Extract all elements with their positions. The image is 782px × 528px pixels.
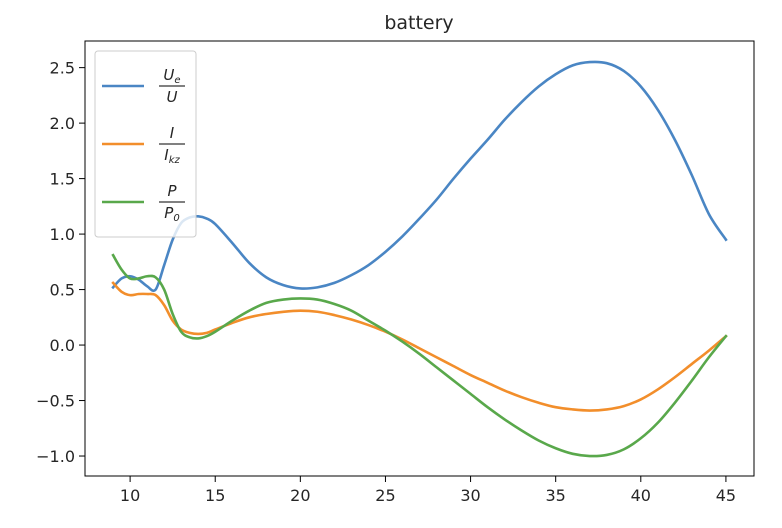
series-line-1 (111, 60, 728, 293)
legend-box (94, 50, 197, 238)
y-tick-label: 1.0 (50, 225, 75, 244)
series-line-3 (111, 253, 728, 458)
legend-label-numerator: I (170, 124, 175, 142)
legend-label-numerator: P (167, 182, 177, 200)
y-tick-label: 2.5 (50, 59, 75, 78)
x-tick-label: 10 (120, 486, 140, 505)
x-tick-label: 35 (546, 486, 566, 505)
x-tick-label: 15 (205, 486, 225, 505)
y-tick-label: 0.0 (50, 336, 75, 355)
series-layer (111, 60, 728, 458)
x-tick-label: 40 (631, 486, 651, 505)
y-tick-label: −0.5 (36, 392, 75, 411)
axes-layer: 10 15 20 25 30 35 40 45 2.5 2.0 1.5 1.0 0.5 0.0 −0.5 −1… (36, 40, 755, 505)
y-tick-label: 2.0 (50, 114, 75, 133)
chart-title: battery (384, 12, 453, 34)
x-tick-label: 25 (375, 486, 395, 505)
series-line-2 (111, 281, 728, 412)
y-tick-label: −1.0 (36, 447, 75, 466)
legend-label-denominator: U (167, 88, 178, 106)
y-tick-label: 0.5 (50, 281, 75, 300)
x-tick-label: 20 (290, 486, 310, 505)
y-tick-label: 1.5 (50, 170, 75, 189)
x-tick-label: 30 (460, 486, 480, 505)
plot-frame (84, 40, 755, 477)
x-tick-label: 45 (716, 486, 736, 505)
